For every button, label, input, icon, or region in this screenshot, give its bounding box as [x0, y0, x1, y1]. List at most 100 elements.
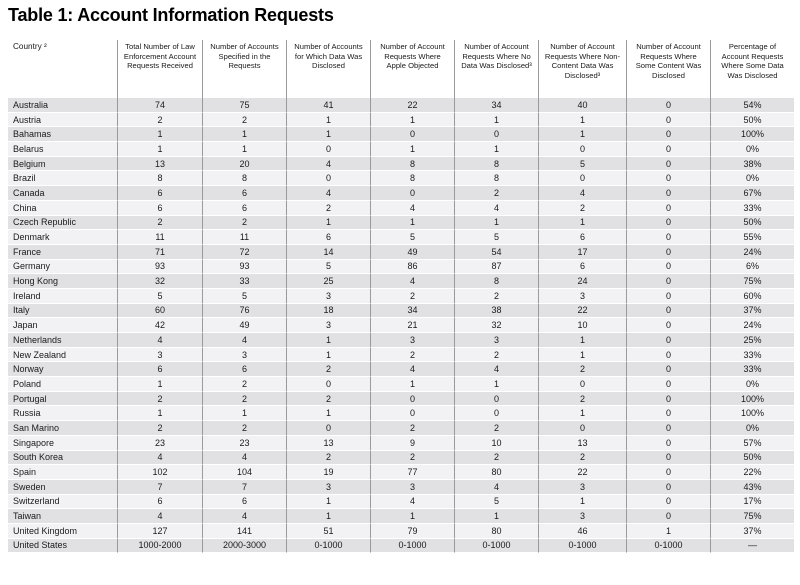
country-cell: New Zealand	[8, 347, 118, 363]
value-cell: 0	[627, 244, 711, 260]
value-cell: 0	[627, 435, 711, 451]
value-cell: 0	[627, 112, 711, 128]
value-cell: 2	[203, 112, 287, 128]
table-row: Denmark 11 11 6 5 5 6 0 55%	[8, 230, 794, 245]
value-cell: 0	[287, 171, 371, 187]
value-cell: 23	[203, 435, 287, 451]
value-cell: 0	[627, 303, 711, 319]
table-row: Sweden 7 7 3 3 4 3 0 43%	[8, 479, 794, 495]
value-cell: 1000-2000	[118, 538, 203, 554]
value-cell: 0	[627, 333, 711, 348]
value-cell: 10	[455, 435, 539, 451]
value-cell: 1	[118, 377, 203, 392]
value-cell: 6	[203, 362, 287, 378]
column-header: Number of Account Requests Where Non-Con…	[539, 40, 627, 98]
value-cell: 40	[539, 98, 627, 113]
table-row: San Marino 2 2 0 2 2 0 0 0%	[8, 421, 794, 436]
value-cell: 2	[539, 450, 627, 466]
value-cell: 2	[118, 391, 203, 407]
value-cell: 38%	[711, 156, 794, 172]
country-cell: Portugal	[8, 391, 118, 407]
value-cell: 1	[203, 406, 287, 422]
value-cell: 6%	[711, 259, 794, 275]
value-cell: 11	[118, 230, 203, 245]
value-cell: 80	[455, 523, 539, 539]
value-cell: 22	[539, 465, 627, 480]
country-cell: Austria	[8, 112, 118, 128]
value-cell: 3	[455, 333, 539, 348]
table-row: Japan 42 49 3 21 32 10 0 24%	[8, 318, 794, 333]
value-cell: 3	[371, 479, 455, 495]
value-cell: 4	[118, 333, 203, 348]
value-cell: 0	[455, 127, 539, 143]
table-title: Table 1: Account Information Requests	[8, 5, 334, 25]
value-cell: 32	[118, 274, 203, 289]
table-row: Belarus 1 1 0 1 1 0 0 0%	[8, 142, 794, 157]
value-cell: 4	[118, 450, 203, 466]
value-cell: 0	[539, 171, 627, 187]
country-cell: Sweden	[8, 479, 118, 495]
value-cell: 0-1000	[539, 538, 627, 554]
value-cell: 2	[455, 347, 539, 363]
country-cell: Canada	[8, 186, 118, 201]
table-row: Germany 93 93 5 86 87 6 0 6%	[8, 259, 794, 275]
table-row: Ireland 5 5 3 2 2 3 0 60%	[8, 288, 794, 304]
value-cell: 21	[371, 318, 455, 333]
value-cell: 1	[287, 333, 371, 348]
table-row: Taiwan 4 4 1 1 1 3 0 75%	[8, 509, 794, 524]
value-cell: 42	[118, 318, 203, 333]
country-cell: Czech Republic	[8, 215, 118, 231]
value-cell: 60%	[711, 288, 794, 304]
value-cell: 75%	[711, 509, 794, 524]
value-cell: 0-1000	[287, 538, 371, 554]
value-cell: 1	[371, 215, 455, 231]
value-cell: 8	[455, 156, 539, 172]
country-cell: Singapore	[8, 435, 118, 451]
value-cell: 100%	[711, 391, 794, 407]
country-cell: United States	[8, 538, 118, 554]
value-cell: 5	[455, 494, 539, 510]
value-cell: 0	[455, 391, 539, 407]
value-cell: 5	[118, 288, 203, 304]
value-cell: 100%	[711, 127, 794, 143]
value-cell: 86	[371, 259, 455, 275]
value-cell: 75%	[711, 274, 794, 289]
value-cell: 60	[118, 303, 203, 319]
value-cell: 1	[203, 127, 287, 143]
value-cell: 2	[118, 215, 203, 231]
value-cell: 2	[539, 200, 627, 216]
value-cell: 54%	[711, 98, 794, 113]
value-cell: 100%	[711, 406, 794, 422]
table-row: Bahamas 1 1 1 0 0 1 0 100%	[8, 127, 794, 143]
value-cell: 55%	[711, 230, 794, 245]
value-cell: 34	[455, 98, 539, 113]
value-cell: 2	[203, 421, 287, 436]
value-cell: 0-1000	[627, 538, 711, 554]
value-cell: 13	[287, 435, 371, 451]
column-header: Number of Accounts Specified in the Requ…	[203, 40, 287, 98]
value-cell: 3	[287, 479, 371, 495]
value-cell: 0	[627, 362, 711, 378]
value-cell: 8	[118, 171, 203, 187]
value-cell: 4	[455, 200, 539, 216]
value-cell: 24%	[711, 318, 794, 333]
value-cell: 0	[627, 450, 711, 466]
value-cell: 3	[203, 347, 287, 363]
value-cell: 5	[203, 288, 287, 304]
table-row: China 6 6 2 4 4 2 0 33%	[8, 200, 794, 216]
value-cell: 50%	[711, 450, 794, 466]
value-cell: 8	[455, 274, 539, 289]
country-cell: Norway	[8, 362, 118, 378]
country-cell: Poland	[8, 377, 118, 392]
table-row: Belgium 13 20 4 8 8 5 0 38%	[8, 156, 794, 172]
value-cell: 8	[455, 171, 539, 187]
value-cell: 6	[203, 494, 287, 510]
table-row: Austria 2 2 1 1 1 1 0 50%	[8, 112, 794, 128]
value-cell: 104	[203, 465, 287, 480]
value-cell: 10	[539, 318, 627, 333]
table-row: Poland 1 2 0 1 1 0 0 0%	[8, 377, 794, 392]
value-cell: 2	[539, 391, 627, 407]
value-cell: 50%	[711, 215, 794, 231]
table-row: France 71 72 14 49 54 17 0 24%	[8, 244, 794, 260]
country-cell: Denmark	[8, 230, 118, 245]
